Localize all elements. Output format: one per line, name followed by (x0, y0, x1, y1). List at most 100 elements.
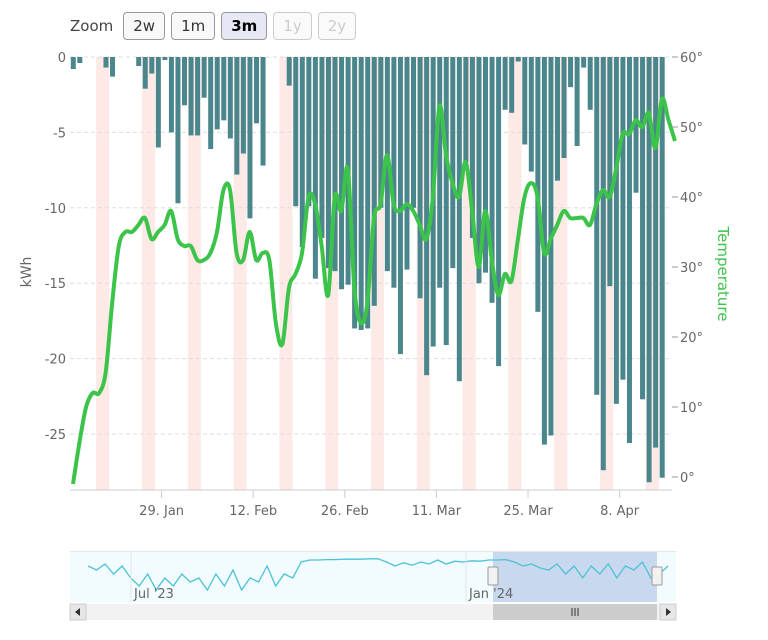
y-right-title: Temperature (714, 225, 732, 321)
navigator-selected-range (493, 552, 657, 602)
y-left-title: kWh (19, 257, 35, 288)
energy-bar (253, 57, 259, 124)
energy-bar (155, 57, 161, 148)
energy-bar (633, 57, 639, 193)
zoom-2y-button: 2y (317, 12, 357, 40)
energy-bar (293, 57, 299, 207)
x-tick-label: 25. Mar (503, 504, 553, 519)
energy-bar (149, 57, 155, 74)
energy-bar (332, 57, 338, 272)
y-left-tick-label: -15 (45, 277, 66, 292)
energy-bar (607, 57, 613, 287)
temperature-line (71, 96, 677, 485)
energy-bar (325, 57, 331, 269)
energy-bar (365, 57, 371, 329)
energy-bar (437, 57, 443, 288)
energy-bar (469, 57, 475, 238)
energy-bar (188, 57, 194, 136)
energy-bar (234, 57, 240, 175)
energy-bar (319, 57, 325, 238)
arrow-left-icon (75, 608, 80, 616)
navigator-series (87, 558, 669, 592)
energy-bar (411, 57, 417, 208)
energy-bar (142, 57, 148, 89)
navigator-handle[interactable] (651, 566, 663, 586)
energy-bar (136, 57, 142, 67)
energy-bar (371, 57, 377, 306)
energy-bar (574, 57, 580, 146)
zoom-1y-button: 1y (273, 12, 312, 40)
energy-bar (496, 57, 502, 367)
y-left-tick-label: -20 (45, 353, 66, 368)
zoom-2w-button[interactable]: 2w (123, 12, 166, 40)
energy-bar (653, 57, 659, 448)
energy-bar (620, 57, 626, 380)
energy-bar (600, 57, 606, 471)
energy-bar (483, 57, 489, 273)
y-right-tick-label: 60° (680, 51, 703, 66)
y-right-tick-label: 0° (680, 471, 695, 486)
energy-bar (456, 57, 462, 382)
energy-bar (391, 57, 397, 288)
navigator-label: Jul '23 (133, 587, 174, 602)
energy-bar (378, 57, 384, 208)
y-left-tick-label: -10 (45, 202, 66, 217)
energy-bar (195, 57, 201, 136)
energy-bar (640, 57, 646, 400)
energy-bar (646, 57, 652, 483)
energy-bar (404, 57, 410, 270)
y-right-tick-label: 20° (680, 331, 703, 346)
energy-bar (103, 57, 109, 68)
energy-bar (312, 57, 318, 279)
y-right-tick-label: 40° (680, 191, 703, 206)
energy-bar (568, 57, 574, 88)
energy-bar (548, 57, 554, 436)
y-left-tick-label: -5 (53, 126, 66, 141)
energy-bar (587, 57, 593, 110)
navigator-label: Jan '24 (468, 587, 513, 602)
scrollbar-grip-icon (571, 608, 579, 616)
energy-bar (443, 57, 449, 346)
weekend-band (141, 57, 156, 490)
energy-bar (522, 57, 528, 145)
energy-bar (417, 57, 423, 299)
energy-bar (535, 57, 541, 312)
energy-bar (489, 57, 495, 303)
zoom-label: Zoom (70, 17, 114, 35)
y-right-tick-label: 50° (680, 121, 703, 136)
x-tick-label: 12. Feb (229, 504, 277, 519)
energy-bar (110, 57, 116, 77)
y-right-tick-label: 30° (680, 261, 703, 276)
energy-bar (208, 57, 214, 149)
y-left-tick-label: -25 (45, 428, 66, 443)
zoom-1m-button[interactable]: 1m (171, 12, 216, 40)
energy-bar (659, 57, 665, 478)
energy-bar (77, 57, 83, 64)
energy-bar (476, 57, 482, 284)
x-tick-label: 26. Feb (321, 504, 369, 519)
energy-bar (626, 57, 632, 444)
navigator-handle[interactable] (487, 566, 499, 586)
energy-bar (227, 57, 233, 139)
y-left-tick-label: 0 (58, 51, 66, 66)
energy-bar (286, 57, 292, 86)
energy-bar (70, 57, 76, 70)
energy-bar (561, 57, 567, 159)
energy-bar (339, 57, 345, 290)
arrow-right-icon (666, 608, 671, 616)
energy-bar (221, 57, 227, 121)
weekend-band (279, 57, 293, 490)
energy-bar (502, 57, 508, 110)
energy-bar (182, 57, 188, 106)
weekend-band (96, 57, 110, 490)
energy-bar (299, 57, 305, 248)
energy-bar (168, 57, 174, 133)
energy-bar (613, 57, 619, 404)
energy-bar (463, 57, 469, 163)
energy-bar (247, 57, 253, 219)
zoom-3m-button[interactable]: 3m (221, 12, 268, 40)
energy-bar (201, 57, 207, 98)
energy-bar (306, 57, 312, 207)
energy-bar (528, 57, 534, 172)
